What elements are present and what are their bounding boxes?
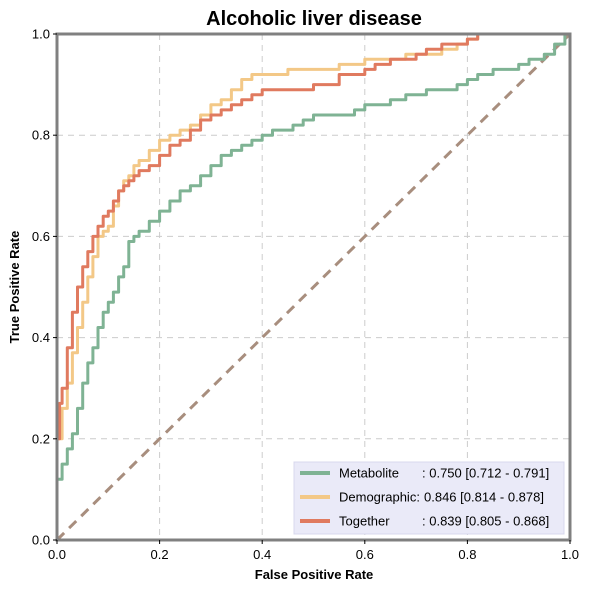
plot-frame (55, 32, 572, 542)
x-tick-label: 0.0 (48, 547, 66, 562)
x-tick-label: 0.8 (458, 547, 476, 562)
legend-series-name: Metabolite (339, 466, 399, 481)
reference-line (55, 32, 572, 542)
y-axis-title: True Positive Rate (7, 231, 22, 344)
roc-line-metabolite (55, 32, 570, 540)
legend-series-name: Demographic: (339, 490, 420, 505)
x-tick-label: 1.0 (561, 547, 579, 562)
legend-item: Metabolite : 0.750 [0.712 - 0.791] (300, 466, 549, 481)
legend-item: Together : 0.839 [0.805 - 0.868] (300, 514, 549, 529)
y-tick-label: 0.6 (32, 229, 50, 244)
roc-line-together (55, 32, 570, 540)
legend: Metabolite: 0.750 [0.712 - 0.791]Demogra… (293, 461, 565, 535)
reference-diagonal (55, 32, 572, 542)
grid-lines (57, 34, 570, 540)
y-tick-label: 0.2 (32, 431, 50, 446)
axis-ticks: 0.0 0.2 0.4 0.6 0.8 1.0 0.0 0.2 0.4 0.6 0.8 1.0 (32, 27, 579, 563)
plot-border (55, 32, 572, 542)
x-tick-label: 0.6 (356, 547, 374, 562)
roc-series-group (55, 32, 570, 540)
chart-title: Alcoholic liver disease (206, 8, 422, 30)
y-tick-label: 0.4 (32, 330, 50, 345)
x-tick-label: 0.4 (253, 547, 271, 562)
legend-series-name: Together (339, 514, 390, 529)
x-tick-label: 0.2 (151, 547, 169, 562)
y-tick-label: 1.0 (32, 27, 50, 42)
legend-series-auc: : 0.839 [0.805 - 0.868] (422, 514, 549, 529)
y-tick-label: 0.0 (32, 533, 50, 548)
legend-item: Demographic: 0.846 [0.814 - 0.878] (300, 490, 544, 505)
legend-series-auc: : 0.750 [0.712 - 0.791] (422, 466, 549, 481)
x-axis-title: False Positive Rate (255, 567, 374, 582)
legend-series-auc: 0.846 [0.814 - 0.878] (424, 490, 544, 505)
legend-box (293, 461, 565, 535)
y-tick-label: 0.8 (32, 128, 50, 143)
